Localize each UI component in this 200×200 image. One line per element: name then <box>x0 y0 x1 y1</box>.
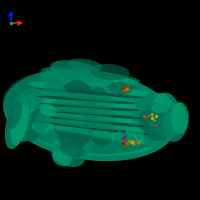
Ellipse shape <box>15 80 175 156</box>
Ellipse shape <box>39 104 57 116</box>
Ellipse shape <box>60 97 120 133</box>
Ellipse shape <box>37 96 141 104</box>
Ellipse shape <box>45 66 115 84</box>
Ellipse shape <box>41 92 139 102</box>
Ellipse shape <box>52 150 72 166</box>
Ellipse shape <box>38 103 140 111</box>
Ellipse shape <box>25 108 45 142</box>
Ellipse shape <box>45 125 145 141</box>
Ellipse shape <box>72 106 118 130</box>
Ellipse shape <box>114 132 136 144</box>
Ellipse shape <box>36 88 144 98</box>
Ellipse shape <box>43 84 67 96</box>
Ellipse shape <box>90 64 130 80</box>
Ellipse shape <box>52 80 98 150</box>
Ellipse shape <box>68 59 102 71</box>
Ellipse shape <box>40 72 130 92</box>
Ellipse shape <box>31 122 49 134</box>
Ellipse shape <box>5 91 31 149</box>
Ellipse shape <box>151 103 169 113</box>
Ellipse shape <box>40 121 150 135</box>
Ellipse shape <box>40 70 140 86</box>
Ellipse shape <box>53 138 77 158</box>
Ellipse shape <box>55 129 95 155</box>
Ellipse shape <box>28 82 152 96</box>
Ellipse shape <box>41 128 59 142</box>
Ellipse shape <box>126 127 144 137</box>
Ellipse shape <box>162 102 188 142</box>
Ellipse shape <box>30 115 154 133</box>
Ellipse shape <box>10 94 34 142</box>
Ellipse shape <box>3 70 167 154</box>
Ellipse shape <box>139 103 177 141</box>
Ellipse shape <box>85 87 115 147</box>
Ellipse shape <box>150 92 180 138</box>
Ellipse shape <box>40 67 70 83</box>
Ellipse shape <box>38 115 146 127</box>
Ellipse shape <box>38 109 142 119</box>
Ellipse shape <box>8 101 22 129</box>
Ellipse shape <box>3 69 177 161</box>
Ellipse shape <box>28 89 148 103</box>
Ellipse shape <box>60 143 84 157</box>
Ellipse shape <box>50 60 100 80</box>
Ellipse shape <box>108 82 132 94</box>
Ellipse shape <box>171 102 189 134</box>
Ellipse shape <box>31 121 159 143</box>
Ellipse shape <box>35 108 51 132</box>
Ellipse shape <box>42 100 136 108</box>
Ellipse shape <box>11 98 29 146</box>
Ellipse shape <box>29 103 147 117</box>
Ellipse shape <box>20 96 40 108</box>
Ellipse shape <box>51 143 85 167</box>
Ellipse shape <box>43 113 137 123</box>
Ellipse shape <box>43 119 141 131</box>
Ellipse shape <box>43 107 135 115</box>
Ellipse shape <box>132 93 178 147</box>
Ellipse shape <box>30 97 144 109</box>
Ellipse shape <box>30 109 150 125</box>
Ellipse shape <box>12 88 44 142</box>
Ellipse shape <box>134 99 156 111</box>
Ellipse shape <box>51 144 69 160</box>
